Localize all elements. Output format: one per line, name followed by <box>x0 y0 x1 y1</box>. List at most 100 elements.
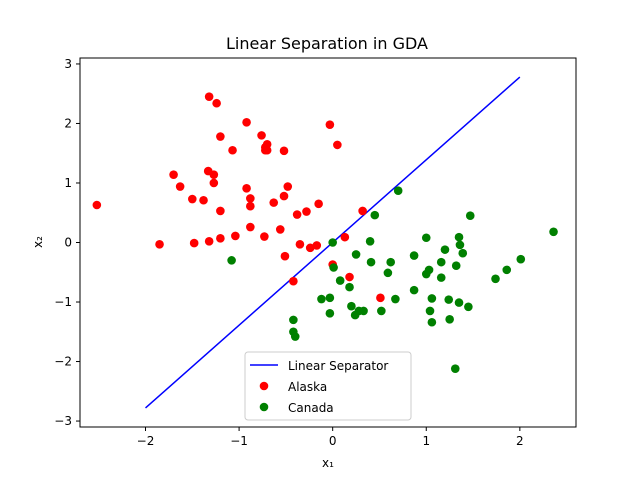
alaska-point <box>312 241 322 250</box>
series-alaska <box>92 92 385 303</box>
alaska-point <box>269 198 279 207</box>
alaska-point <box>169 170 178 179</box>
alaska-point <box>246 222 255 232</box>
series-canada <box>227 186 558 373</box>
canada-point <box>345 282 354 292</box>
y-tick-label: −3 <box>54 414 72 428</box>
canada-point <box>290 332 300 341</box>
alaska-point <box>262 145 272 155</box>
canada-point <box>347 301 356 311</box>
alaska-point <box>228 145 237 155</box>
alaska-point <box>283 182 293 191</box>
alaska-point <box>246 201 255 211</box>
alaska-point <box>216 234 225 243</box>
canada-point <box>289 315 298 325</box>
y-tick-label: 3 <box>64 57 72 71</box>
legend-marker-alaska <box>259 381 269 391</box>
x-tick-label: 1 <box>422 434 430 448</box>
y-tick-label: 2 <box>64 116 72 130</box>
canada-point <box>455 240 465 250</box>
alaska-point <box>279 191 289 201</box>
alaska-point <box>188 194 197 204</box>
canada-point <box>465 211 475 221</box>
y-tick-label: 1 <box>64 176 72 190</box>
alaska-point <box>275 225 285 234</box>
y-tick-label: 0 <box>64 236 72 250</box>
canada-point <box>436 257 446 267</box>
canada-point <box>335 276 345 285</box>
canada-point <box>409 285 419 295</box>
alaska-point <box>295 239 305 249</box>
alaska-point <box>204 92 214 101</box>
alaska-point <box>289 276 298 286</box>
canada-point <box>436 273 446 282</box>
legend-label-alaska: Alaska <box>288 380 327 394</box>
canada-point <box>445 314 454 324</box>
y-axis-ticks: −3 −2 −1 0 1 2 3 <box>54 57 80 428</box>
canada-point <box>409 251 419 260</box>
alaska-point <box>257 131 266 140</box>
alaska-point <box>189 238 199 248</box>
alaska-point <box>175 182 185 191</box>
alaska-point <box>216 132 225 141</box>
alaska-point <box>242 184 251 193</box>
canada-point <box>464 302 473 312</box>
legend-label-canada: Canada <box>288 401 334 415</box>
alaska-point <box>279 146 289 156</box>
canada-point <box>329 263 338 272</box>
canada-point <box>491 274 500 284</box>
canada-point <box>383 268 393 278</box>
canada-point <box>227 256 236 265</box>
alaska-point <box>280 251 290 261</box>
chart-title: Linear Separation in GDA <box>226 34 428 53</box>
alaska-point <box>314 199 323 209</box>
alaska-point <box>212 98 221 108</box>
x-tick-label: 0 <box>329 434 337 448</box>
canada-point <box>427 294 437 303</box>
alaska-point <box>302 207 311 216</box>
x-tick-label: 2 <box>516 434 524 448</box>
legend-box <box>244 351 412 421</box>
canada-point <box>366 257 376 267</box>
alaska-point <box>262 139 272 149</box>
alaska-point <box>231 231 240 241</box>
canada-point <box>427 317 437 327</box>
alaska-point <box>340 232 350 242</box>
canada-point <box>516 254 526 264</box>
canada-point <box>424 265 434 275</box>
alaska-point <box>209 170 219 179</box>
canada-point <box>451 261 461 271</box>
canada-point <box>502 265 512 275</box>
canada-point <box>328 238 337 247</box>
alaska-point <box>204 237 214 246</box>
canada-point <box>393 186 403 196</box>
canada-point <box>549 227 558 237</box>
canada-point <box>454 298 464 307</box>
alaska-point <box>155 239 164 249</box>
x-tick-label: −1 <box>230 434 248 448</box>
canada-point <box>425 306 435 316</box>
alaska-point <box>305 243 315 253</box>
canada-point <box>359 306 368 316</box>
alaska-point <box>358 206 367 216</box>
canada-point <box>440 245 450 254</box>
canada-point <box>386 257 396 267</box>
canada-point <box>454 232 464 242</box>
alaska-point <box>260 232 269 241</box>
canada-point <box>317 294 326 304</box>
y-tick-label: −1 <box>54 295 72 309</box>
alaska-point <box>92 200 102 210</box>
y-tick-label: −2 <box>54 355 72 369</box>
alaska-point <box>246 194 255 203</box>
y-axis-label: x₂ <box>31 236 45 248</box>
canada-point <box>377 306 386 316</box>
alaska-point <box>209 178 219 188</box>
canada-point <box>458 248 468 258</box>
canada-point <box>421 233 431 243</box>
legend-marker-canada <box>259 402 269 412</box>
x-axis-ticks: −2 −1 0 1 2 <box>137 427 524 448</box>
plot-area <box>92 76 558 409</box>
alaska-point <box>376 293 385 303</box>
canada-point <box>325 293 335 303</box>
